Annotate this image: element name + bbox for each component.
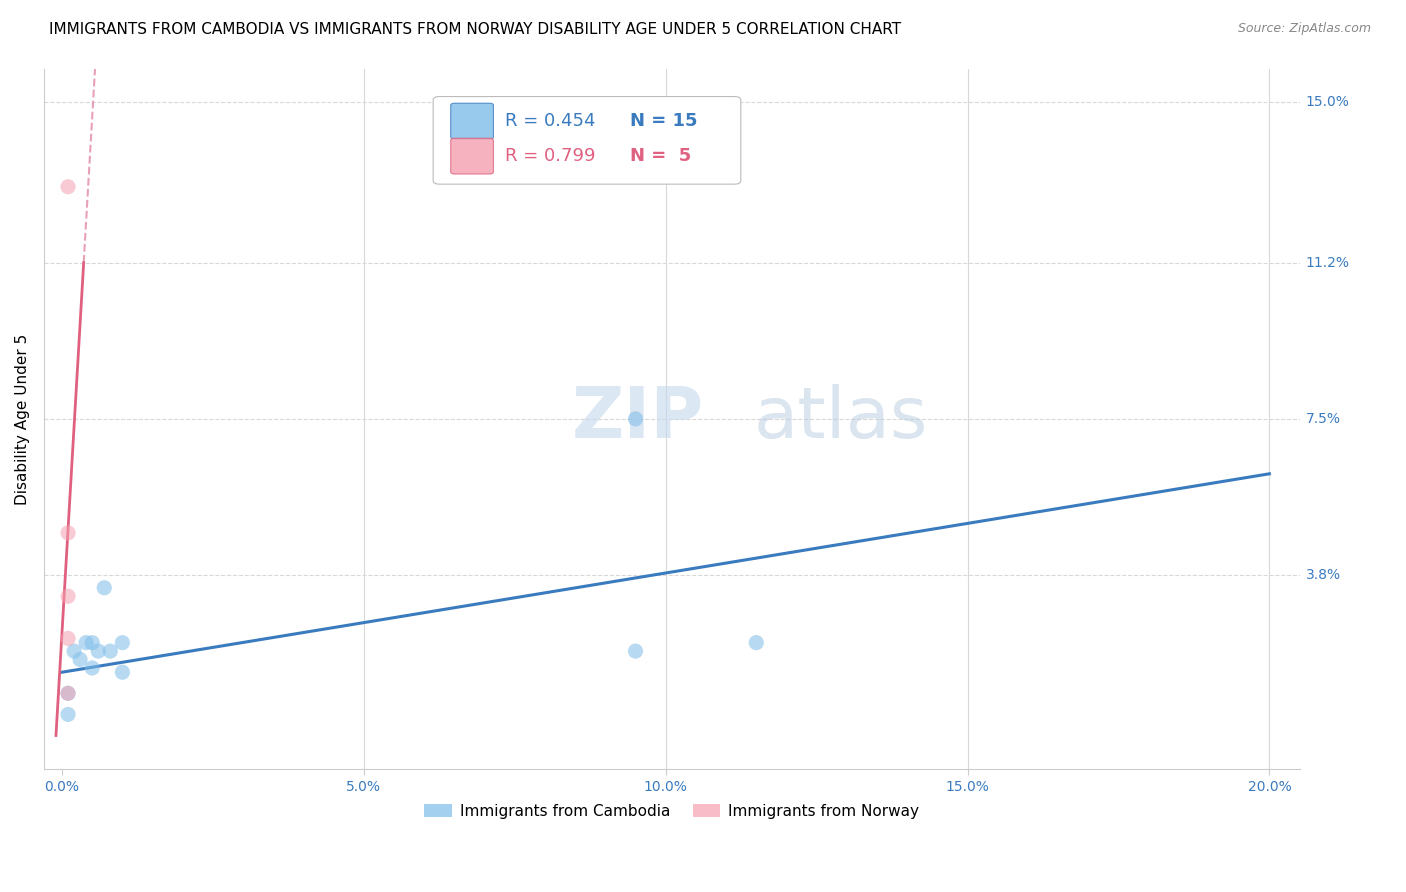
Point bbox=[745, 635, 768, 649]
Point bbox=[82, 635, 104, 649]
Text: N =  5: N = 5 bbox=[630, 147, 692, 165]
Text: Source: ZipAtlas.com: Source: ZipAtlas.com bbox=[1237, 22, 1371, 36]
Text: ZIP: ZIP bbox=[571, 384, 703, 453]
Point bbox=[56, 632, 79, 646]
Text: IMMIGRANTS FROM CAMBODIA VS IMMIGRANTS FROM NORWAY DISABILITY AGE UNDER 5 CORREL: IMMIGRANTS FROM CAMBODIA VS IMMIGRANTS F… bbox=[49, 22, 901, 37]
Point bbox=[56, 589, 79, 603]
Text: 11.2%: 11.2% bbox=[1306, 256, 1350, 269]
Point bbox=[56, 686, 79, 700]
FancyBboxPatch shape bbox=[451, 138, 494, 174]
Text: R = 0.799: R = 0.799 bbox=[505, 147, 595, 165]
Point bbox=[69, 652, 91, 666]
Text: atlas: atlas bbox=[754, 384, 928, 453]
Text: 15.0%: 15.0% bbox=[1306, 95, 1350, 110]
Point bbox=[56, 525, 79, 540]
Point bbox=[63, 644, 86, 658]
Point bbox=[75, 635, 97, 649]
Point bbox=[82, 661, 104, 675]
Point bbox=[56, 707, 79, 722]
Text: 7.5%: 7.5% bbox=[1306, 412, 1340, 425]
Point bbox=[98, 644, 121, 658]
Point bbox=[87, 644, 110, 658]
Text: 3.8%: 3.8% bbox=[1306, 568, 1341, 582]
FancyBboxPatch shape bbox=[433, 96, 741, 184]
Text: R = 0.454: R = 0.454 bbox=[505, 112, 595, 130]
Point bbox=[624, 644, 647, 658]
Point bbox=[56, 179, 79, 194]
Legend: Immigrants from Cambodia, Immigrants from Norway: Immigrants from Cambodia, Immigrants fro… bbox=[419, 797, 925, 825]
FancyBboxPatch shape bbox=[451, 103, 494, 139]
Point bbox=[111, 665, 134, 680]
Point bbox=[624, 412, 647, 426]
Point bbox=[56, 686, 79, 700]
Point bbox=[93, 581, 115, 595]
Y-axis label: Disability Age Under 5: Disability Age Under 5 bbox=[15, 334, 30, 505]
Text: N = 15: N = 15 bbox=[630, 112, 697, 130]
Point bbox=[111, 635, 134, 649]
